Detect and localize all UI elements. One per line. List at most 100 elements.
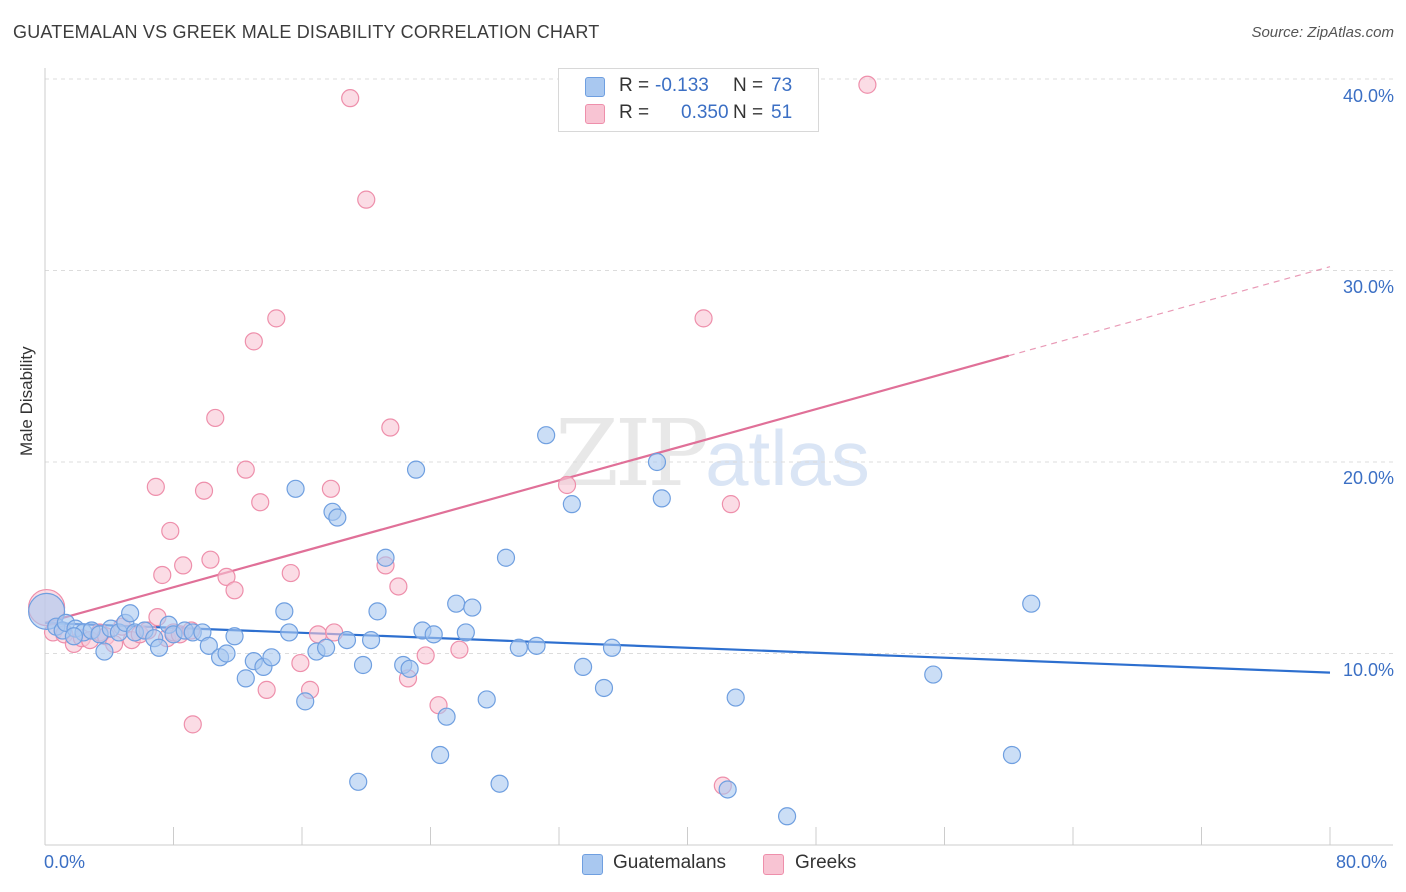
legend-n-value: 73 (771, 75, 793, 96)
chart-title: GUATEMALAN VS GREEK MALE DISABILITY CORR… (13, 22, 600, 42)
bottom-legend-label: Greeks (795, 852, 857, 873)
guatemalans-point (509, 638, 528, 657)
guatemalans-point (328, 508, 347, 527)
guatemalans-point (777, 807, 797, 826)
guatemalans-point (121, 604, 140, 623)
greeks-point (217, 567, 236, 587)
watermark-atlas: atlas (705, 414, 870, 502)
guatemalans-point (437, 707, 456, 726)
legend-r-label: R = (619, 75, 650, 96)
bottom-legend-label: Guatemalans (613, 852, 727, 873)
greeks-point (183, 715, 202, 734)
guatemalans-point (361, 630, 381, 650)
guatemalans-trend (44, 621, 1331, 674)
guatemalans-point (368, 602, 387, 621)
guatemalans-point (463, 598, 482, 617)
guatemalans-point (490, 774, 509, 793)
greeks-point (381, 418, 400, 437)
guatemalans-point (924, 665, 943, 684)
greeks-point (357, 190, 376, 209)
greeks-point (257, 680, 276, 699)
guatemalans-point (496, 548, 516, 567)
guatemalans-point (337, 630, 357, 650)
greeks-point (267, 309, 286, 328)
guatemalans-point (718, 780, 737, 799)
legend-swatch-blue (585, 77, 605, 97)
guatemalans-point (296, 692, 315, 711)
legend-r-value: -0.133 (655, 75, 709, 96)
guatemalans-point (217, 644, 236, 663)
guatemalans-point (149, 638, 169, 657)
guatemalans-point (280, 623, 299, 642)
greeks-point (557, 475, 577, 495)
guatemalans-point (652, 489, 671, 508)
greeks-point (194, 481, 214, 500)
guatemalans-point (647, 452, 667, 472)
greeks-point (251, 493, 270, 512)
greeks-point (153, 565, 172, 585)
greeks-point (858, 75, 877, 94)
guatemalans-trend-line-solid (44, 621, 1331, 674)
watermark-zip: ZIP (555, 400, 709, 507)
greeks-point (341, 89, 360, 108)
guatemalans-point (400, 659, 419, 678)
greeks-trend-line-solid (44, 354, 1010, 624)
guatemalans-point (376, 548, 395, 567)
legend-r-value: 0.350 (681, 102, 729, 123)
greeks-point (450, 640, 469, 659)
y-tick-label: 20.0% (1342, 468, 1394, 488)
greeks-point (389, 577, 408, 596)
guatemalans-point (594, 678, 614, 698)
y-tick-label: 40.0% (1342, 86, 1394, 106)
greeks-point (291, 653, 310, 673)
greeks-point (321, 479, 341, 498)
greeks-point (161, 521, 180, 541)
greeks-trend (44, 266, 1331, 624)
legend-n-label: N = (733, 102, 764, 123)
guatemalans-point (353, 655, 373, 675)
greeks-trend-line-dashed (1008, 266, 1331, 357)
greeks-point (201, 550, 220, 569)
greeks-point (244, 332, 263, 351)
guatemalans-point (456, 623, 475, 642)
guatemalans-point (225, 627, 244, 646)
legend-swatch-pink (585, 104, 605, 124)
greeks-point (416, 646, 435, 665)
guatemalans-point (95, 642, 114, 661)
axes (44, 68, 1393, 846)
guatemalans-point (236, 669, 255, 688)
greeks-point (721, 495, 740, 514)
greeks-point (146, 477, 165, 496)
correlation-legend: R = -0.133 N = 73 R = 0.350 N = 51 (558, 68, 819, 132)
guatemalans-point (64, 627, 84, 646)
bottom-legend-swatch-blue (582, 854, 603, 875)
guatemalans-point (424, 625, 443, 644)
guatemalans-point (199, 636, 218, 655)
watermark: ZIPatlas (555, 400, 870, 507)
guatemalans-point (726, 688, 745, 707)
greeks-point (236, 460, 255, 479)
greeks-point (174, 556, 193, 575)
guatemalans-point (262, 648, 281, 667)
guatemalans-points (28, 426, 1041, 826)
guatemalans-point (286, 479, 305, 498)
guatemalans-point (447, 594, 466, 613)
greeks-point (281, 563, 300, 583)
x-tick-label-min: 0.0% (44, 852, 86, 872)
guatemalans-point (562, 495, 581, 514)
y-tick-label: 10.0% (1342, 660, 1394, 680)
guatemalans-point (431, 745, 450, 765)
source-label: Source: ZipAtlas.com (1251, 24, 1394, 41)
greeks-points (28, 75, 877, 795)
legend-n-value: 51 (771, 102, 793, 123)
guatemalans-point (573, 657, 593, 677)
y-axis-label: Male Disability (17, 346, 36, 456)
greeks-point (694, 309, 713, 328)
guatemalans-point (1022, 594, 1041, 613)
greeks-point (206, 408, 225, 428)
guatemalans-point (537, 426, 556, 445)
guatemalans-point (527, 636, 546, 655)
guatemalans-point (316, 638, 336, 657)
y-tick-label: 30.0% (1342, 277, 1394, 297)
